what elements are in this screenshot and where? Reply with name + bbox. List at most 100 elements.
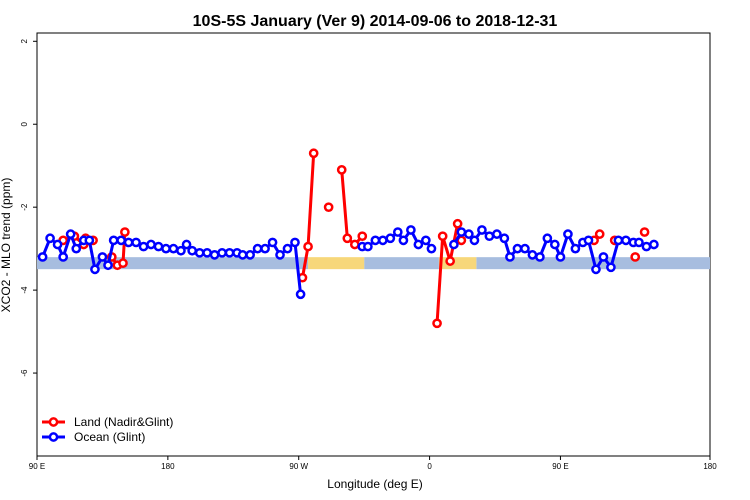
ocean-point-1-4 xyxy=(385,233,396,244)
ocean-point-0-15 xyxy=(138,241,149,252)
land-point-6-0 xyxy=(432,318,442,329)
ocean-point-2-15 xyxy=(555,252,566,262)
ocean-point-0-35 xyxy=(282,243,293,254)
ocean-point-2-24 xyxy=(621,235,631,246)
chart-title: 10S-5S January (Ver 9) 2014-09-06 to 201… xyxy=(193,13,558,30)
x-tick-label-0: 90 E xyxy=(29,462,45,471)
ocean-point-2-19 xyxy=(583,235,594,246)
y-tick-label-1: 0 xyxy=(20,121,29,126)
ocean-point-2-7 xyxy=(499,233,510,244)
land-point-9-0 xyxy=(630,252,641,262)
land-point-5-0 xyxy=(336,165,347,175)
series-layer xyxy=(37,148,659,329)
ocean-point-0-7 xyxy=(84,235,95,246)
ocean-point-2-9 xyxy=(512,243,523,254)
ocean-point-1-8 xyxy=(413,239,424,250)
ocean-point-0-36 xyxy=(290,237,300,248)
land-point-4-0 xyxy=(323,202,334,213)
ocean-point-2-3 xyxy=(469,235,480,246)
band-land-0 xyxy=(308,257,365,270)
x-tick-label-3: 0 xyxy=(427,462,432,471)
ocean-point-0-14 xyxy=(131,237,141,248)
ocean-point-0-30 xyxy=(245,250,255,260)
x-axis-label: Longitude (deg E) xyxy=(327,477,422,491)
ocean-point-2-14 xyxy=(549,239,560,250)
y-tick-label-0: 2 xyxy=(20,39,29,44)
ocean-point-0-13 xyxy=(123,237,134,248)
ocean-point-0-24 xyxy=(202,247,212,258)
x-axis: 90 E 180 90 W 0 90 E 180 xyxy=(29,456,717,471)
ocean-point-0-2 xyxy=(52,239,63,250)
ocean-point-0-32 xyxy=(260,243,270,254)
legend-land-label: Land (Nadir&Glint) xyxy=(74,415,173,429)
land-point-6-2 xyxy=(445,256,455,266)
ocean-point-0-5 xyxy=(71,243,82,254)
y-tick-label-2: -2 xyxy=(20,203,29,211)
ocean-point-0-12 xyxy=(116,235,126,246)
x-tick-label-2: 90 W xyxy=(289,462,308,471)
ocean-point-0-3 xyxy=(58,252,69,262)
ocean-point-0-19 xyxy=(168,243,179,254)
land-point-10-0 xyxy=(639,227,650,237)
ocean-point-2-5 xyxy=(484,231,495,242)
ocean-point-0-0 xyxy=(37,252,48,262)
land-point-2-3 xyxy=(120,227,130,237)
ocean-point-0-29 xyxy=(237,250,248,260)
ocean-point-0-33 xyxy=(267,237,278,248)
x-tick-label-1: 180 xyxy=(161,462,175,471)
ocean-point-0-25 xyxy=(209,250,220,260)
ocean-point-1-9 xyxy=(420,235,431,246)
ocean-point-2-27 xyxy=(641,241,652,252)
legend-land-marker xyxy=(48,417,59,427)
x-tick-label-4: 90 E xyxy=(552,462,568,471)
ocean-point-0-1 xyxy=(45,233,55,244)
legend-item-ocean: Ocean (Glint) xyxy=(42,430,145,444)
y-axis: 2 0 -2 -4 -6 xyxy=(20,39,37,377)
plot-frame xyxy=(36,32,711,457)
ocean-point-2-13 xyxy=(542,233,553,244)
ocean-point-1-2 xyxy=(370,235,381,246)
ocean-point-0-16 xyxy=(146,239,156,250)
land-point-6-1 xyxy=(437,231,448,242)
land-point-3-1 xyxy=(303,241,313,252)
ocean-point-1-3 xyxy=(377,235,388,246)
ocean-point-1-10 xyxy=(426,243,437,254)
ocean-point-1-1 xyxy=(363,241,373,252)
ocean-point-0-21 xyxy=(181,239,192,250)
ocean-point-2-21 xyxy=(598,252,609,262)
ocean-point-2-23 xyxy=(613,235,624,246)
ocean-point-0-20 xyxy=(176,245,186,256)
land-point-5-2 xyxy=(349,239,360,250)
land-point-3-2 xyxy=(308,148,319,159)
x-tick-label-5: 180 xyxy=(703,462,717,471)
ocean-point-0-17 xyxy=(153,241,164,252)
land-point-6-3 xyxy=(452,218,463,229)
ocean-point-2-16 xyxy=(563,229,573,239)
ocean-point-0-23 xyxy=(194,247,205,258)
ocean-point-0-8 xyxy=(90,264,100,275)
legend-item-land: Land (Nadir&Glint) xyxy=(42,415,173,429)
y-tick-label-4: -6 xyxy=(20,369,29,377)
ocean-point-2-8 xyxy=(505,252,515,262)
ocean-point-2-17 xyxy=(570,243,581,254)
ocean-point-1-7 xyxy=(406,225,416,235)
ocean-point-0-4 xyxy=(65,229,76,239)
ocean-point-1-5 xyxy=(392,227,403,237)
ocean-point-0-37 xyxy=(295,289,306,300)
ocean-point-2-26 xyxy=(634,237,644,248)
band-ocean-1 xyxy=(364,257,439,270)
legend-ocean-label: Ocean (Glint) xyxy=(74,430,145,444)
land-point-7-1 xyxy=(594,229,605,239)
y-axis-label: XCO2 - MLO trend (ppm) xyxy=(0,178,13,313)
land-point-5-3 xyxy=(357,231,368,242)
ocean-point-1-6 xyxy=(398,235,409,246)
ocean-point-0-27 xyxy=(224,247,235,258)
ocean-point-0-26 xyxy=(217,247,227,258)
ocean-point-0-22 xyxy=(187,245,198,256)
ocean-point-2-4 xyxy=(477,225,487,235)
land-point-2-2 xyxy=(118,258,128,269)
ocean-point-2-28 xyxy=(649,239,659,250)
ocean-point-0-10 xyxy=(103,260,113,271)
ocean-point-2-6 xyxy=(492,229,502,239)
